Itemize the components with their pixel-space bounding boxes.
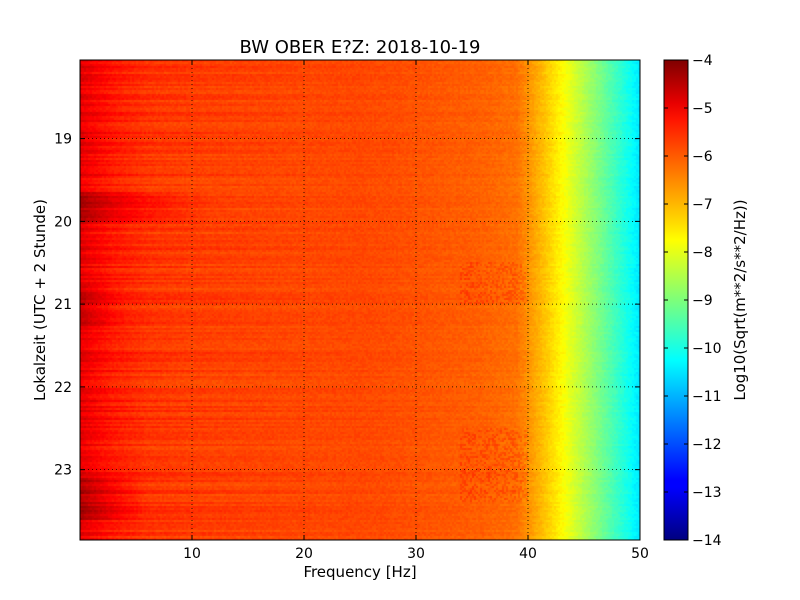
x-tick-label: 30 <box>407 546 425 562</box>
colorbar-tick-label: −12 <box>692 437 722 453</box>
colorbar-tick-label: −6 <box>692 149 713 165</box>
colorbar-ticks: −4 −5 −6 −7 −8 −9 −10 −11 −12 −13 −14 <box>664 53 722 549</box>
colorbar-label: Log10(Sqrt(m**2/s**2/Hz)) <box>731 199 749 400</box>
x-axis-ticks: 10 20 30 40 50 <box>183 60 649 562</box>
colorbar-tick-label: −13 <box>692 485 722 501</box>
x-tick-label: 40 <box>519 546 537 562</box>
colorbar-tick-label: −9 <box>692 293 713 309</box>
y-tick-label: 23 <box>54 463 72 479</box>
colorbar-tick-label: −7 <box>692 197 713 213</box>
colorbar-tick-label: −10 <box>692 341 722 357</box>
spectrogram-heatmap <box>80 60 640 540</box>
y-tick-label: 20 <box>54 214 72 230</box>
colorbar-tick-label: −14 <box>692 533 722 549</box>
grid-lines <box>80 60 640 540</box>
colorbar-tick-label: −8 <box>692 245 713 261</box>
colorbar: −4 −5 −6 −7 −8 −9 −10 −11 −12 −13 −14 Log10(Sqrt(m… <box>663 53 749 549</box>
x-tick-label: 10 <box>183 546 201 562</box>
y-tick-label: 19 <box>54 132 72 148</box>
x-axis-label: Frequency [Hz] <box>303 563 416 581</box>
y-axis-label: Lokalzeit (UTC + 2 Stunde) <box>31 199 49 401</box>
y-tick-label: 22 <box>54 380 72 396</box>
y-tick-label: 21 <box>54 297 72 313</box>
colorbar-tick-label: −5 <box>692 101 713 117</box>
colorbar-tick-label: −4 <box>692 53 713 69</box>
x-tick-label: 20 <box>295 546 313 562</box>
x-tick-label: 50 <box>631 546 649 562</box>
colorbar-tick-label: −11 <box>692 389 722 405</box>
plot-frame <box>79 59 641 541</box>
y-axis-ticks: 19 20 21 22 23 <box>54 132 640 479</box>
plot-area <box>79 59 641 541</box>
chart-title: BW OBER E?Z: 2018-10-19 <box>240 37 481 58</box>
